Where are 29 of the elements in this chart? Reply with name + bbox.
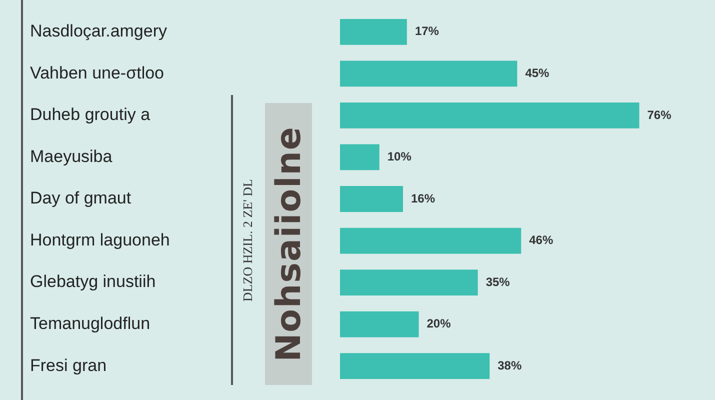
data-label: 46% (529, 233, 554, 248)
y-tick-label: Maeyusiba (30, 146, 113, 166)
data-label: 16% (411, 191, 436, 206)
y-tick-label: Day of gmaut (30, 188, 132, 208)
y-tick-label: Fresi gran (30, 356, 107, 375)
bar (340, 186, 403, 212)
data-label: 35% (486, 274, 510, 289)
y-tick-label: Hontgrm laguoneh (30, 230, 170, 250)
y-tick-label: Glebatyg inustiih (30, 272, 156, 292)
bar (340, 228, 522, 254)
data-label: 10% (387, 150, 412, 164)
bar (340, 18, 407, 45)
bar (340, 102, 640, 128)
y-axis-title: Nohsaiiolne (268, 126, 308, 362)
bar (340, 60, 518, 87)
bar (340, 311, 419, 338)
data-label: 76% (647, 108, 672, 122)
y-tick-label: Duheb groutiy a (30, 105, 151, 124)
y-tick-label: Nasdloçar.amgery (30, 22, 168, 41)
data-label: 45% (525, 66, 550, 80)
bar (340, 144, 380, 170)
data-label: 38% (498, 358, 522, 372)
data-label: 20% (426, 316, 452, 331)
text: DLZO HZIL. 2 ZE' DL (240, 178, 256, 302)
bar (340, 270, 478, 296)
bar (340, 353, 490, 380)
y-tick-label: Vahben une-σtloo (30, 63, 164, 82)
y-tick-label: Temanuglodflun (30, 314, 150, 334)
data-label: 17% (414, 24, 440, 38)
